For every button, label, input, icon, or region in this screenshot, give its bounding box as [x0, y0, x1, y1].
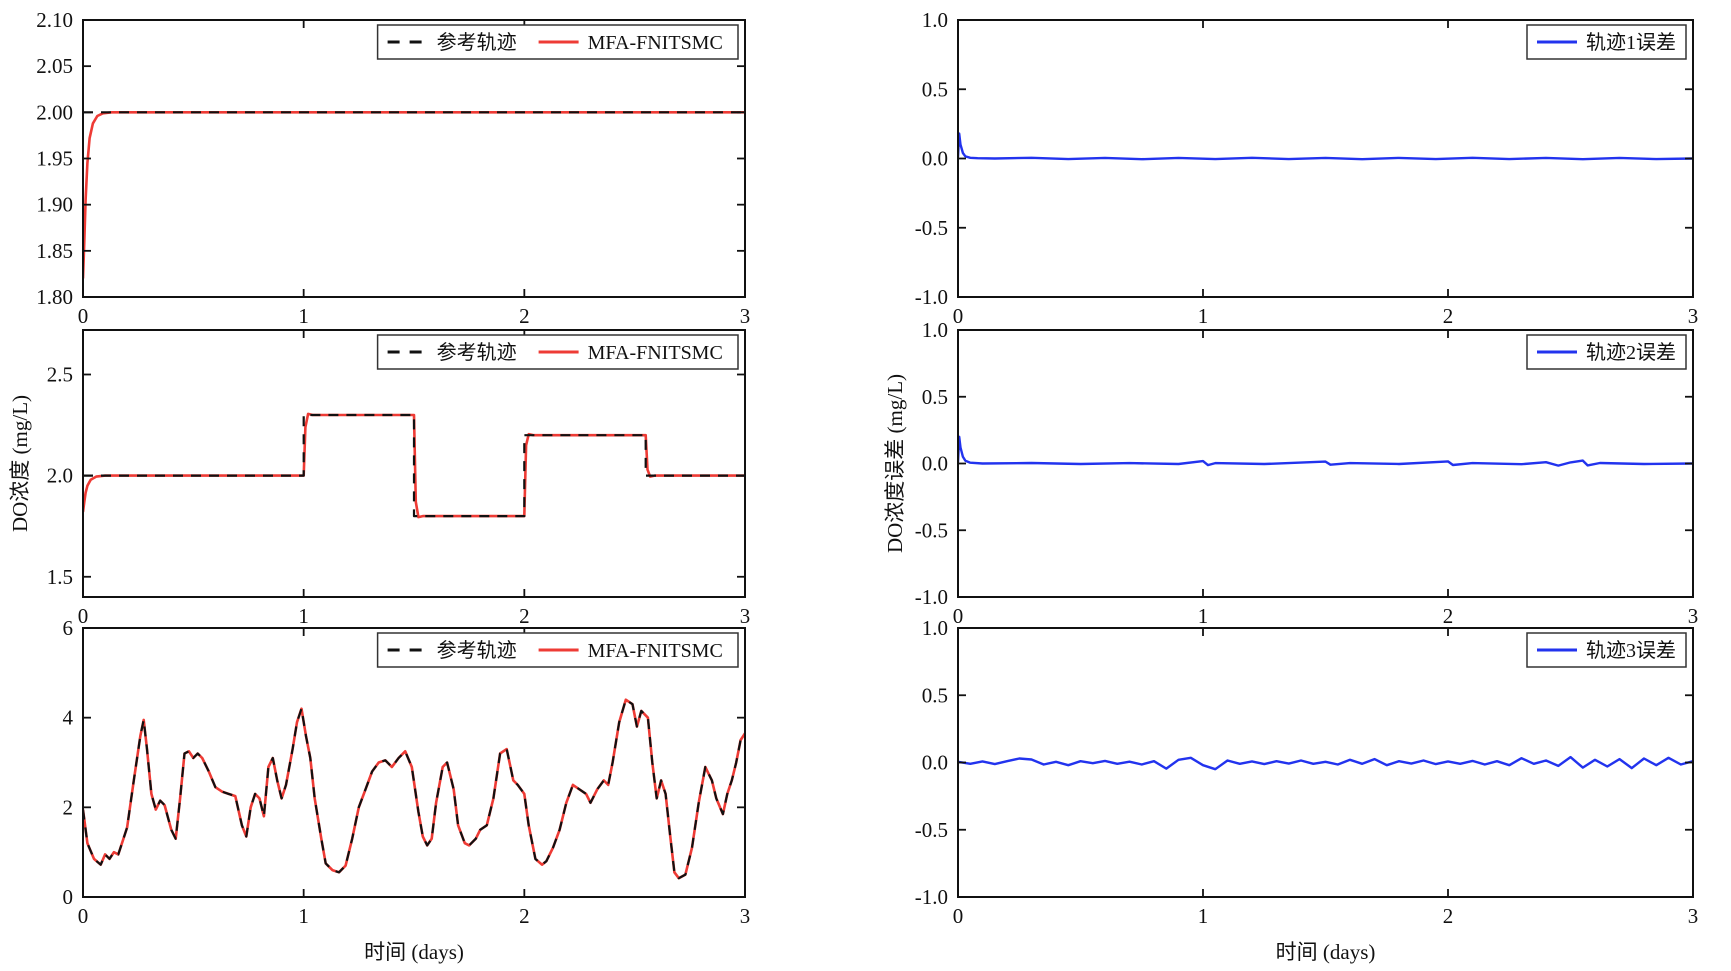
- do-tracking-trajectory-1-plot: 0 1 2 3 2.10 2.05 2.00 1.95 1.90 1.85 1.80 参考轨迹 MFA-…: [36, 8, 750, 328]
- x-tick-label: 3: [740, 604, 751, 628]
- legend-label: 轨迹2误差: [1586, 341, 1676, 364]
- chart-do-error-trajectory-2: 0 1 2 3 1.0 0.5 0.0 -0.5 -1.0 DO浓度误差 (mg/L) 轨迹2误差: [883, 318, 1698, 628]
- legend-label: 参考轨迹: [437, 341, 517, 364]
- y-tick-label: 1.0: [922, 616, 948, 640]
- y-tick-label: -0.5: [915, 518, 948, 542]
- chart-do-error-trajectory-3: 0 1 2 3 1.0 0.5 0.0 -0.5 -1.0 时间 (days) 轨迹3误差: [915, 616, 1699, 964]
- legend: 参考轨迹 MFA-FNITSMC: [376, 632, 739, 668]
- series-line-轨迹1误差: [957, 132, 1694, 161]
- legend-label: MFA-FNITSMC: [588, 32, 723, 54]
- series-line-参考轨迹: [82, 698, 746, 880]
- axes-frame: [82, 19, 746, 298]
- y-tick-label: -0.5: [915, 818, 948, 842]
- y-tick-label: 6: [63, 616, 74, 640]
- y-tick-label: -1.0: [915, 585, 948, 609]
- y-tick-label: -0.5: [915, 216, 948, 240]
- y-tick-label: 2.00: [36, 100, 73, 124]
- y-tick-label: 2.10: [36, 8, 73, 32]
- x-tick-label: 2: [519, 604, 530, 628]
- x-tick-label: 1: [298, 604, 309, 628]
- y-tick-label: 0.5: [922, 683, 948, 707]
- legend-label: 轨迹1误差: [1586, 31, 1676, 54]
- legend-label: MFA-FNITSMC: [588, 342, 723, 364]
- y-tick-label: -1.0: [915, 885, 948, 909]
- y-tick-label: 0.0: [922, 147, 948, 171]
- y-tick-label: 1.5: [47, 565, 73, 589]
- axes-frame: [82, 627, 746, 898]
- y-tick-label: 4: [63, 706, 74, 730]
- y-tick-label: 1.85: [36, 239, 73, 263]
- y-tick-label: 1.80: [36, 285, 73, 309]
- x-tick-label: 3: [740, 304, 751, 328]
- x-tick-label: 0: [78, 304, 89, 328]
- x-tick-label: 0: [953, 904, 964, 928]
- x-tick-label: 3: [1688, 904, 1699, 928]
- x-tick-label: 0: [78, 604, 89, 628]
- y-tick-label: 2: [63, 795, 74, 819]
- y-tick-label: 2.05: [36, 54, 73, 78]
- series-line-轨迹3误差: [957, 755, 1694, 771]
- x-tick-label: 1: [1198, 304, 1209, 328]
- legend-label: 参考轨迹: [437, 639, 517, 662]
- y-tick-label: 2.5: [47, 363, 73, 387]
- x-tick-label: 0: [78, 904, 89, 928]
- do-tracking-trajectory-2-plot: 0 1 2 3 2.5 2.0 1.5 DO浓度 (mg/L) 参考轨迹 MFA-FNITSMC: [8, 329, 750, 628]
- x-tick-label: 0: [953, 604, 964, 628]
- x-tick-label: 1: [1198, 604, 1209, 628]
- x-axis-label: 时间 (days): [364, 940, 464, 964]
- legend: 轨迹2误差: [1526, 334, 1687, 370]
- x-tick-label: 2: [1443, 904, 1454, 928]
- y-tick-label: 1.90: [36, 193, 73, 217]
- legend: 轨迹3误差: [1526, 632, 1687, 668]
- x-tick-label: 3: [1688, 604, 1699, 628]
- y-tick-label: -1.0: [915, 285, 948, 309]
- chart-do-tracking-trajectory-2: 0 1 2 3 2.5 2.0 1.5 DO浓度 (mg/L) 参考轨迹 MFA-FNITSMC: [8, 329, 750, 628]
- y-tick-label: 0.0: [922, 452, 948, 476]
- y-tick-label: 1.0: [922, 8, 948, 32]
- y-axis-label: DO浓度误差 (mg/L): [883, 374, 907, 553]
- legend: 轨迹1误差: [1526, 24, 1687, 60]
- legend-label: MFA-FNITSMC: [588, 640, 723, 662]
- x-axis-label: 时间 (days): [1276, 940, 1376, 964]
- x-tick-label: 2: [519, 904, 530, 928]
- chart-do-error-trajectory-1: 0 1 2 3 1.0 0.5 0.0 -0.5 -1.0 轨迹1误差: [915, 8, 1699, 328]
- y-tick-label: 2.0: [47, 464, 73, 488]
- chart-do-tracking-trajectory-1: 0 1 2 3 2.10 2.05 2.00 1.95 1.90 1.85 1.80 参考轨迹 MFA-…: [36, 8, 750, 328]
- do-error-trajectory-1-plot: 0 1 2 3 1.0 0.5 0.0 -0.5 -1.0 轨迹1误差: [915, 8, 1699, 328]
- y-axis-label: DO浓度 (mg/L): [8, 395, 32, 532]
- do-error-trajectory-3-plot: 0 1 2 3 1.0 0.5 0.0 -0.5 -1.0 时间 (days) 轨迹3误差: [915, 616, 1699, 964]
- y-tick-label: 1.95: [36, 147, 73, 171]
- x-tick-label: 0: [953, 304, 964, 328]
- x-tick-label: 1: [298, 304, 309, 328]
- x-tick-label: 2: [519, 304, 530, 328]
- y-tick-label: 0.0: [922, 751, 948, 775]
- legend: 参考轨迹 MFA-FNITSMC: [376, 334, 739, 370]
- y-tick-label: 1.0: [922, 318, 948, 342]
- y-tick-label: 0.5: [922, 385, 948, 409]
- do-tracking-trajectory-3-plot: 0 1 2 3 6 4 2 0 时间 (days) 参考轨迹 MFA-FNITSMC: [63, 616, 751, 964]
- do-error-trajectory-2-plot: 0 1 2 3 1.0 0.5 0.0 -0.5 -1.0 DO浓度误差 (mg/L) 轨迹2误差: [883, 318, 1698, 628]
- series-line-MFA-FNITSMC: [82, 111, 745, 279]
- x-tick-label: 3: [1688, 304, 1699, 328]
- x-tick-label: 2: [1443, 304, 1454, 328]
- legend: 参考轨迹 MFA-FNITSMC: [376, 24, 739, 60]
- series-line-参考轨迹: [83, 413, 745, 518]
- x-tick-label: 2: [1443, 604, 1454, 628]
- x-tick-label: 1: [298, 904, 309, 928]
- y-tick-label: 0.5: [922, 77, 948, 101]
- x-tick-label: 3: [740, 904, 751, 928]
- axes-frame: [82, 329, 746, 598]
- series-line-轨迹2误差: [957, 435, 1694, 467]
- x-tick-label: 1: [1198, 904, 1209, 928]
- legend-label: 参考轨迹: [437, 31, 517, 54]
- y-tick-label: 0: [63, 885, 74, 909]
- chart-do-tracking-trajectory-3: 0 1 2 3 6 4 2 0 时间 (days) 参考轨迹 MFA-FNITSMC: [63, 616, 751, 964]
- legend-label: 轨迹3误差: [1586, 639, 1676, 662]
